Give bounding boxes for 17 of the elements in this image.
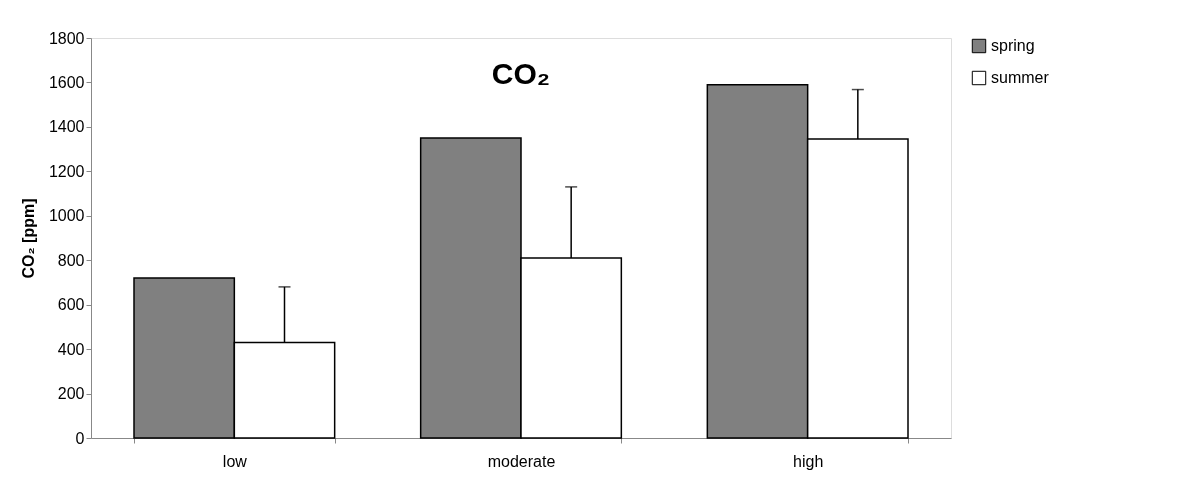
y-tick-label: 1000 bbox=[48, 207, 85, 225]
x-tick-label: high bbox=[793, 452, 824, 470]
y-tick-label: 1200 bbox=[48, 162, 85, 180]
y-tick-label: 0 bbox=[75, 429, 85, 447]
x-tick-label: low bbox=[222, 452, 248, 470]
x-tick-label: moderate bbox=[487, 452, 556, 470]
text: CO₂ bbox=[491, 57, 551, 90]
y-tick-label: 1400 bbox=[48, 118, 85, 136]
y-tick-label: 1800 bbox=[48, 29, 85, 47]
legend-label: summer bbox=[991, 69, 1050, 86]
y-tick-label: 400 bbox=[57, 340, 85, 358]
y-tick-label: 1600 bbox=[48, 73, 85, 91]
y-tick-label: 600 bbox=[57, 296, 85, 314]
legend-label: spring bbox=[991, 37, 1035, 54]
y-tick-label: 200 bbox=[57, 385, 85, 403]
y-tick-label: 800 bbox=[57, 251, 85, 269]
y-axis-title: CO₂ [ppm] bbox=[19, 198, 37, 279]
